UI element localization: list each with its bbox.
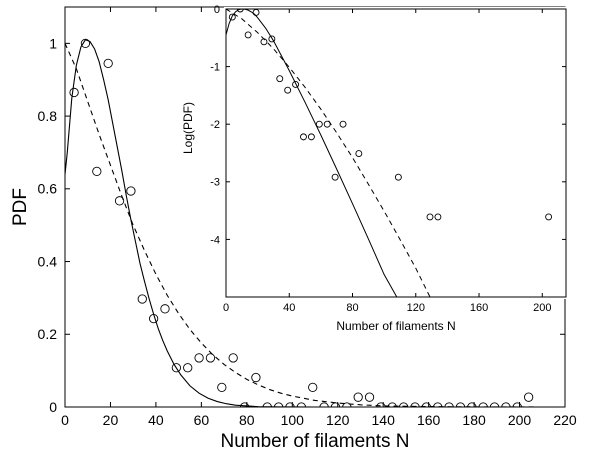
- inset-x-axis-label: Number of filaments N: [336, 319, 455, 333]
- inset-x-tick-label: 160: [470, 302, 488, 314]
- inset-y-axis-label: Log(PDF): [181, 102, 195, 154]
- inset-data-point: [339, 120, 347, 128]
- main-x-tick-label: 220: [553, 412, 577, 428]
- main-y-tick-label: 0: [49, 399, 57, 415]
- main-data-point: [160, 304, 170, 314]
- inset-data-point: [268, 35, 276, 43]
- inset-data-point: [284, 86, 292, 94]
- main-data-point: [205, 353, 216, 363]
- inset-data-point: [315, 120, 323, 128]
- inset-data-point: [244, 31, 252, 39]
- main-x-tick-label: 100: [281, 412, 305, 428]
- inset-data-point: [292, 81, 300, 88]
- main-x-tick-label: 180: [462, 412, 486, 428]
- inset-y-tick-label: -2: [210, 119, 220, 131]
- inset-y-tick-label: -3: [210, 177, 220, 189]
- inset-data-point: [228, 13, 236, 21]
- inset-y-tick-label: -1: [210, 61, 220, 73]
- main-data-point: [183, 363, 193, 373]
- inset-y-tick-label: -4: [210, 234, 220, 246]
- inset-data-point: [426, 213, 434, 221]
- inset-data-point: [545, 213, 553, 221]
- main-dashed-fit-line: [65, 43, 543, 407]
- main-x-tick-label: 80: [239, 412, 255, 428]
- inset-data-point: [236, 9, 244, 13]
- main-x-tick-label: 40: [148, 412, 164, 428]
- main-data-point: [228, 353, 238, 363]
- main-plot-area: [65, 38, 543, 407]
- main-y-tick-label: 1: [49, 35, 57, 51]
- main-y-tick-label: 0.6: [38, 181, 58, 197]
- inset-panel: 0 40 80 120 160 200 0 -1 -2 -3 -4 Number of filame…: [181, 4, 569, 333]
- inset-x-tick-label: 80: [346, 302, 358, 314]
- inset-solid-fit-line: [226, 9, 398, 297]
- main-data-point: [114, 196, 125, 206]
- main-data-point: [523, 392, 534, 402]
- main-data-point: [251, 372, 261, 383]
- main-y-tick-label: 0.8: [38, 108, 58, 124]
- main-x-tick-label: 140: [372, 412, 396, 428]
- inset-x-tick-label: 200: [533, 302, 551, 314]
- main-data-point: [308, 382, 318, 393]
- inset-data-point: [323, 120, 331, 128]
- main-y-axis-label: PDF: [10, 188, 31, 226]
- inset-plot-frame: [225, 8, 567, 298]
- main-data-point: [137, 294, 147, 304]
- main-data-point: [69, 87, 79, 98]
- inset-x-tick-label: 40: [283, 302, 295, 314]
- main-x-tick-label: 200: [508, 412, 532, 428]
- main-x-tick-label: 20: [103, 412, 119, 428]
- main-y-tick-label: 0.4: [38, 253, 58, 269]
- main-data-point: [171, 363, 182, 373]
- main-data-point: [194, 353, 204, 363]
- inset-x-tick-label: 120: [407, 302, 425, 314]
- main-data-point: [92, 166, 102, 177]
- inset-dashed-fit-line: [226, 9, 431, 297]
- main-tick-labels: 0 20 40 60 80 100 120 140 160 180 200 22000.20.40.6…: [38, 35, 577, 428]
- inset-y-tick-label: 0: [214, 4, 220, 16]
- inset-data-point: [434, 213, 442, 221]
- main-data-point: [103, 58, 113, 69]
- main-data-point: [217, 382, 227, 393]
- main-panel: 0 20 40 60 80 100 120 140 160 180 200 22000.20.40.6…: [10, 6, 577, 452]
- main-x-tick-label: 120: [326, 412, 350, 428]
- main-data-point: [239, 402, 250, 407]
- main-data-point: [353, 392, 363, 402]
- main-x-tick-label: 60: [194, 412, 210, 428]
- inset-data-point: [394, 173, 402, 181]
- main-y-tick-label: 0.2: [38, 326, 58, 342]
- inset-x-tick-label: 0: [223, 302, 229, 314]
- main-x-axis-label: Number of filaments N: [220, 431, 409, 452]
- inset-tick-labels: 0 40 80 120 160 200 0 -1 -2 -3 -4: [210, 4, 551, 314]
- main-x-tick-label: 0: [61, 412, 69, 428]
- inset-data-point: [276, 75, 284, 83]
- inset-plot-area: [226, 9, 553, 297]
- inset-data-point: [355, 150, 363, 158]
- inset-data-point: [307, 133, 315, 141]
- main-data-point: [126, 186, 136, 196]
- inset-data-point: [300, 133, 307, 141]
- main-data-point: [364, 392, 375, 402]
- inset-data-point: [331, 173, 339, 181]
- main-solid-fit-line: [65, 39, 543, 407]
- main-x-tick-label: 160: [417, 412, 441, 428]
